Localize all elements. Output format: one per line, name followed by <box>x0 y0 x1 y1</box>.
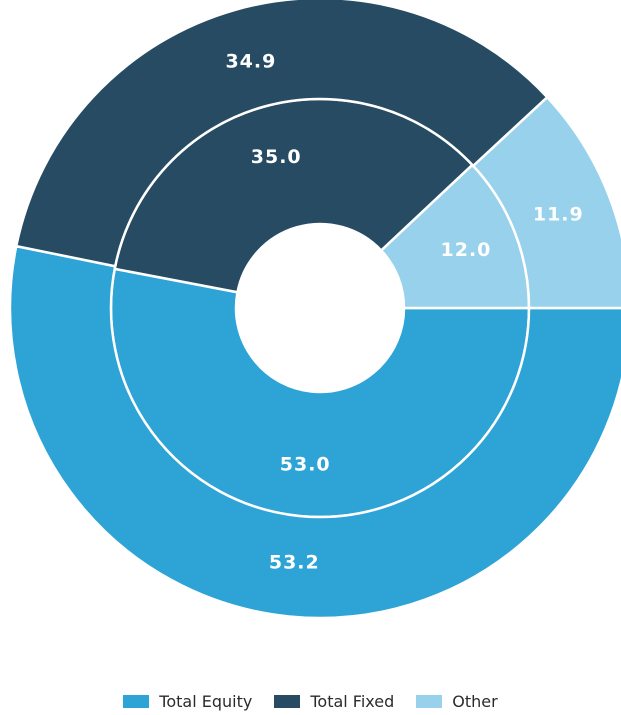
legend-item-other: Other <box>416 692 498 711</box>
legend-item-total-equity: Total Equity <box>123 692 252 711</box>
inner-label-total-equity: 53.0 <box>280 453 331 475</box>
inner-label-other: 12.0 <box>441 239 492 261</box>
outer-label-total-fixed: 34.9 <box>225 51 276 73</box>
legend-item-total-fixed: Total Fixed <box>274 692 394 711</box>
legend-swatch-total-fixed <box>274 695 301 708</box>
outer-label-total-equity: 53.2 <box>269 552 320 574</box>
legend-swatch-total-equity <box>123 695 150 708</box>
legend-swatch-other <box>416 695 443 708</box>
legend-label-total-equity: Total Equity <box>159 692 253 711</box>
chart-legend: Total Equity Total Fixed Other <box>0 692 621 711</box>
outer-label-other: 11.9 <box>533 204 584 226</box>
outer-slice-total-equity <box>8 244 621 620</box>
outer-slice-total-fixed <box>14 0 550 268</box>
inner-label-total-fixed: 35.0 <box>251 146 302 168</box>
legend-label-total-fixed: Total Fixed <box>310 692 395 711</box>
outer-slice-other <box>471 95 621 310</box>
legend-label-other: Other <box>452 692 498 711</box>
